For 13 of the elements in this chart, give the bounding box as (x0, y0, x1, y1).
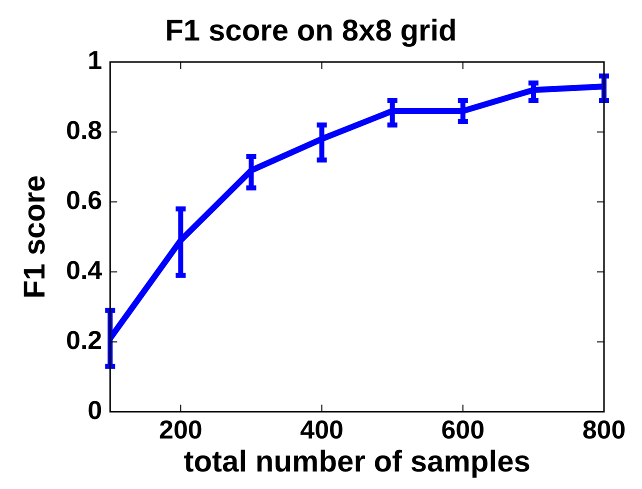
x-tick-label: 200 (159, 414, 202, 445)
y-tick-label: 0.2 (66, 325, 102, 356)
y-tick-label: 0.4 (66, 255, 103, 286)
y-tick-label: 0.6 (66, 185, 102, 216)
y-tick-label: 0.8 (66, 115, 102, 146)
y-tick-label: 0 (88, 394, 102, 425)
y-tick-label: 1 (88, 45, 102, 76)
x-tick-label: 600 (441, 414, 485, 445)
x-tick-label: 400 (300, 414, 344, 445)
x-axis-title: total number of samples (184, 445, 530, 478)
y-axis-title: F1 score (18, 175, 52, 299)
chart-title: F1 score on 8x8 grid (165, 14, 457, 48)
x-tick-label: 800 (582, 414, 626, 445)
